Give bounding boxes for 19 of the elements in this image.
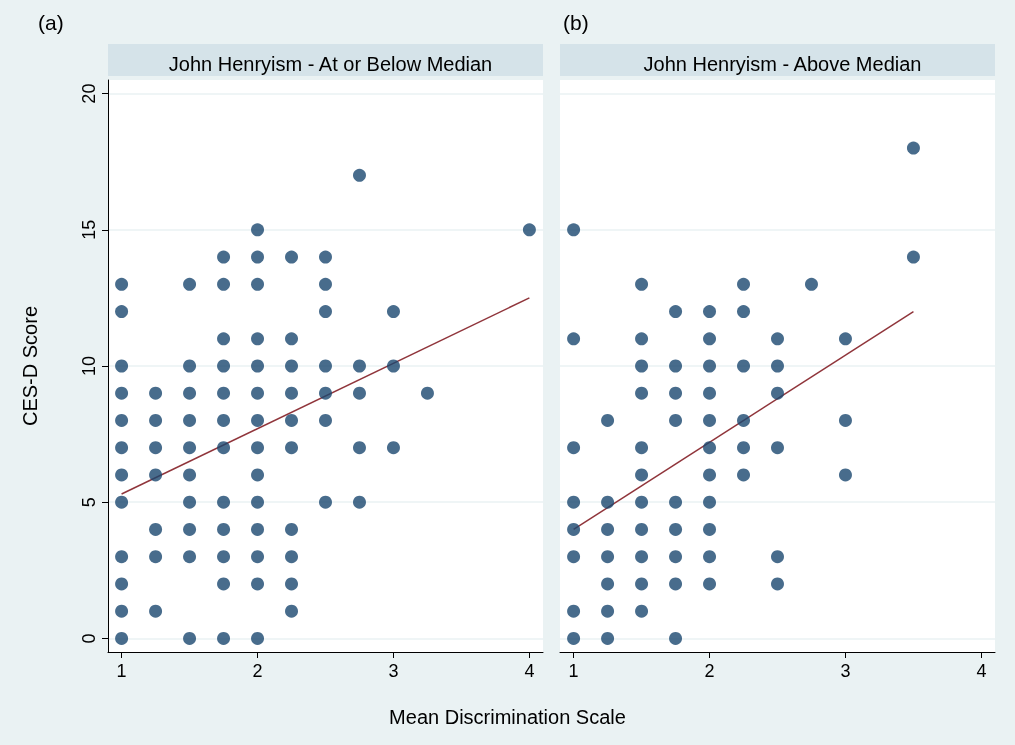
x-axis-title: Mean Discrimination Scale — [388, 706, 627, 729]
x-tick-label: 3 — [388, 661, 399, 681]
y-tick-label: 10 — [79, 355, 99, 377]
y-axis-title: CES-D Score — [19, 305, 41, 427]
y-tick-label: 0 — [79, 633, 99, 644]
text: (a) — [38, 11, 64, 34]
x-tick-label: 4 — [976, 661, 987, 681]
x-tick-label: 1 — [116, 661, 127, 681]
y-tick-label: 5 — [79, 497, 99, 508]
chart-title: John Henryism - Above Median — [643, 53, 922, 75]
text: (b) — [563, 11, 589, 34]
x-tick-label: 1 — [568, 661, 579, 681]
x-tick-label: 4 — [524, 661, 535, 681]
chart-title: John Henryism - At or Below Median — [168, 53, 493, 75]
x-tick-label: 3 — [840, 661, 851, 681]
x-tick-label: 2 — [704, 661, 715, 681]
y-tick-label: 20 — [79, 83, 99, 104]
y-tick-label: 15 — [79, 219, 99, 240]
x-tick-label: 2 — [252, 661, 263, 681]
